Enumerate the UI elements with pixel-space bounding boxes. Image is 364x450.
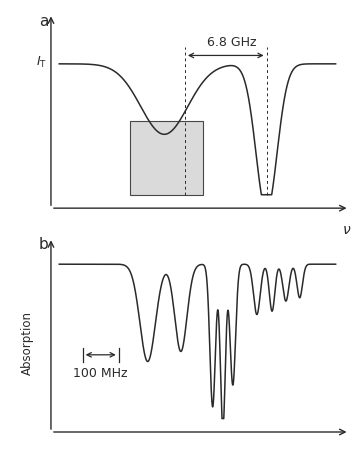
Text: ν: ν: [343, 447, 351, 450]
Text: ν: ν: [343, 223, 351, 237]
Text: b: b: [39, 237, 48, 252]
Text: Absorption: Absorption: [21, 311, 34, 375]
Bar: [130, 121, 203, 195]
Text: $I_{\mathrm{T}}$: $I_{\mathrm{T}}$: [36, 54, 47, 70]
Text: 100 MHz: 100 MHz: [74, 367, 128, 379]
Text: 6.8 GHz: 6.8 GHz: [206, 36, 256, 49]
Text: a: a: [39, 14, 48, 28]
